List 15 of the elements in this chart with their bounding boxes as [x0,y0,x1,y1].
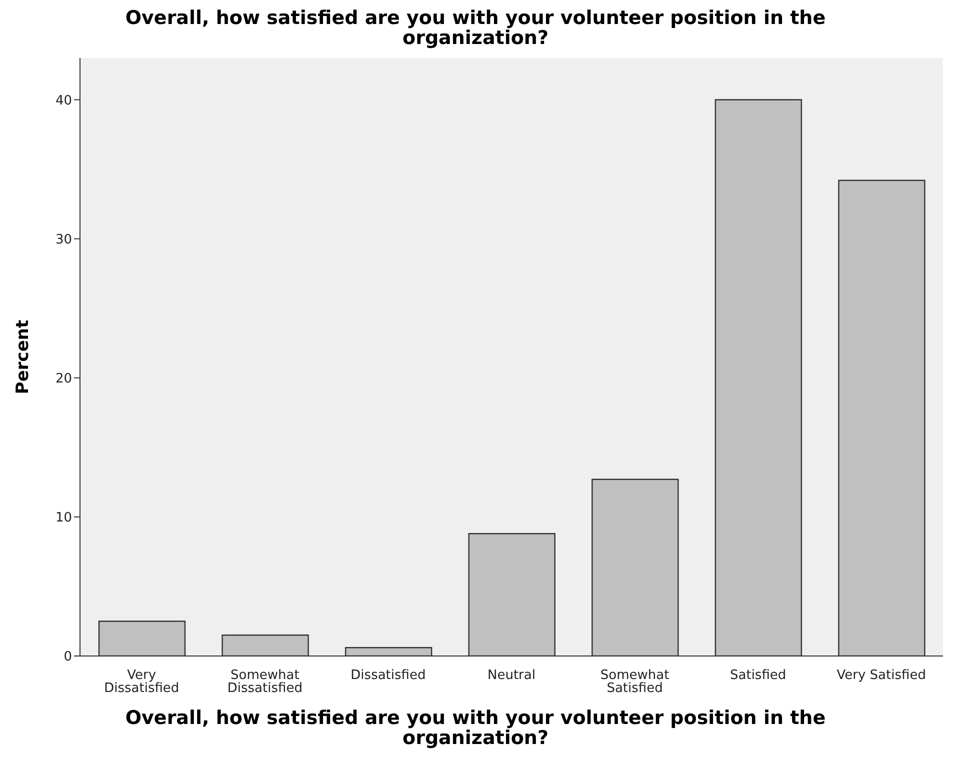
chart-title: Overall, how satisfied are you with your volunteer position in the organization? [124,7,827,49]
y-tick-label: 20 [55,371,72,386]
x-tick-label: Very Dissatisfied [104,668,180,696]
y-tick-label: 10 [55,510,72,526]
y-tick-label: 40 [55,93,72,108]
x-axis-title: Overall, how satisfied are you with your volunteer position in the organization? [124,707,827,749]
x-tick-label: Satisfied [730,668,786,683]
x-tick-label: Somewhat Dissatisfied [227,668,302,696]
x-tick-label: Very Satisfied [836,668,926,683]
y-tick-label: 0 [64,650,72,665]
x-tick-label: Somewhat Satisfied [600,668,670,696]
y-tick-label: 30 [55,232,72,248]
x-tick-label: Dissatisfied [350,668,426,683]
y-axis-title: Percent [13,320,34,394]
x-tick-label: Neutral [488,668,536,683]
